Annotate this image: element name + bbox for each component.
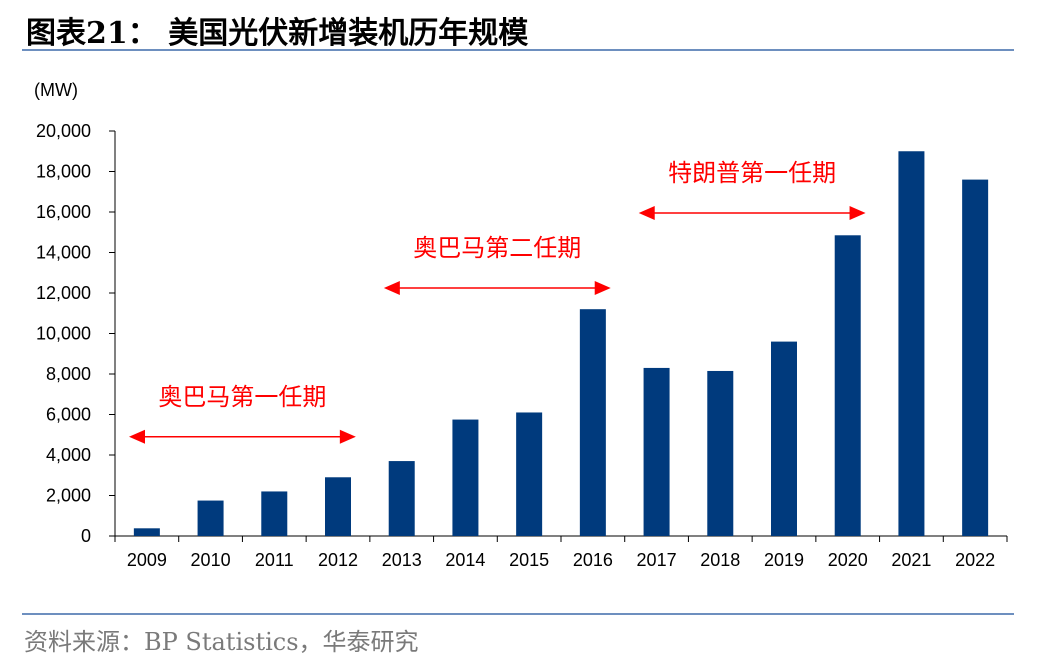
source-divider: [22, 613, 1014, 615]
bar-2018: [707, 370, 734, 536]
title-divider: [22, 49, 1014, 51]
bar-2010: [197, 500, 224, 536]
x-tick-label: 2022: [955, 550, 995, 570]
x-tick-label: 2019: [764, 550, 804, 570]
x-tick-label: 2014: [445, 550, 485, 570]
y-tick-label: 14,000: [36, 243, 91, 263]
annotation-arrowhead-left: [129, 429, 145, 444]
y-tick-label: 18,000: [36, 162, 91, 182]
bar-2015: [516, 412, 543, 536]
x-tick-label: 2013: [382, 550, 422, 570]
y-tick-label: 0: [81, 526, 91, 546]
annotation-arrowhead-left: [383, 280, 400, 295]
x-tick-label: 2017: [637, 550, 677, 570]
x-tick-label: 2015: [509, 550, 549, 570]
y-tick-label: 4,000: [46, 445, 91, 465]
y-tick-label: 2,000: [46, 486, 91, 506]
bar-2009: [133, 528, 160, 536]
bar-chart: (MW) 0 2,000 4,000 6,000 8,000 10,000 12,000 14,…: [34, 80, 1008, 570]
x-tick-label: 2020: [828, 550, 868, 570]
bar-2012: [325, 477, 351, 536]
x-tick-label: 2009: [127, 550, 167, 570]
annotations: 奥巴马第一任期 奥巴马第二任期 特朗普第一任期: [129, 159, 866, 444]
bar-2017: [643, 367, 670, 536]
x-tick-label: 2010: [191, 550, 231, 570]
x-tick-label: 2021: [891, 550, 931, 570]
page-title: 图表21： 美国光伏新增装机历年规模: [26, 16, 529, 51]
y-tick-label: 6,000: [46, 405, 91, 425]
bar-2011: [261, 491, 288, 536]
bar-2022: [962, 179, 989, 536]
x-tick-label: 2011: [255, 550, 294, 570]
annotation-arrowhead-right: [594, 280, 611, 295]
y-tick-label: 10,000: [36, 324, 91, 344]
source-note: 资料来源：BP Statistics，华泰研究: [24, 628, 419, 656]
bar-2016: [579, 309, 606, 536]
axes: (MW) 0 2,000 4,000 6,000 8,000 10,000 12,000 14,…: [34, 80, 1008, 570]
y-tick-label: 8,000: [46, 364, 91, 384]
bar-2020: [834, 235, 861, 536]
annotation-label: 特朗普第一任期: [668, 159, 836, 187]
bars: [133, 151, 989, 536]
bar-2013: [388, 461, 415, 536]
bar-2021: [898, 151, 925, 536]
annotation-arrowhead-left: [638, 206, 655, 221]
y-tick-label: 16,000: [36, 202, 91, 222]
x-tick-label: 2012: [318, 550, 358, 570]
y-unit-label: (MW): [34, 80, 78, 100]
y-tick-label: 12,000: [36, 283, 91, 303]
y-tick-label: 20,000: [36, 121, 91, 141]
x-tick-label: 2018: [700, 550, 740, 570]
annotation-arrowhead-right: [849, 206, 866, 221]
bar-2019: [771, 341, 797, 536]
annotation-label: 奥巴马第一任期: [158, 383, 326, 411]
annotation-label: 奥巴马第二任期: [413, 234, 581, 262]
annotation-arrowhead-right: [339, 429, 356, 444]
bar-2014: [452, 419, 479, 536]
x-tick-label: 2016: [573, 550, 613, 570]
